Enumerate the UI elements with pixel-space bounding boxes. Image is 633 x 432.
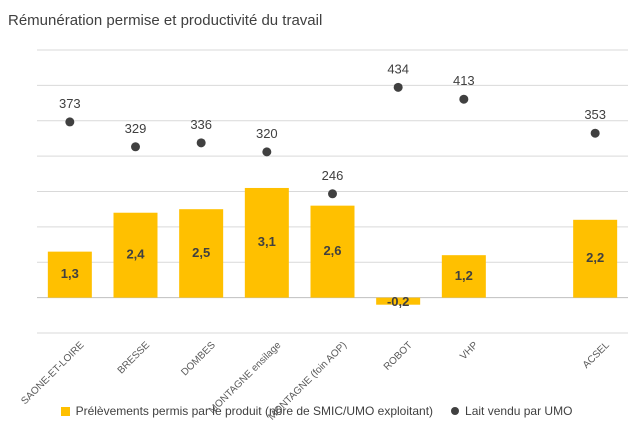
bar	[310, 205, 355, 298]
bar-data-label: 3,1	[258, 234, 276, 249]
category-tick-label: DOMBES	[179, 340, 218, 379]
bar-data-label: 2,2	[586, 250, 604, 265]
marker-data-label: 373	[59, 96, 81, 111]
marker-point	[328, 189, 337, 199]
bar	[441, 255, 486, 298]
legend-item-markers: Lait vendu par UMO	[451, 404, 572, 418]
bar-data-label: -0,2	[387, 294, 409, 309]
bar	[113, 212, 158, 298]
legend-bar-label: Prélèvements permis par le produit (nbre…	[75, 404, 434, 418]
marker-data-labels: 373 329 336 320 246 434 413 353	[59, 61, 606, 182]
bar	[179, 209, 224, 298]
bar-data-label: 2,4	[126, 247, 145, 262]
category-tick-label: ROBOT	[382, 340, 415, 373]
marker-point	[65, 117, 75, 127]
chart-title: Rémunération permise et productivité du …	[8, 12, 323, 29]
bar-data-labels: 1,3 2,4 2,5 3,1 2,6 -0,2 1,2 2,2	[61, 234, 604, 309]
legend-bar-swatch	[60, 406, 70, 416]
marker-point	[262, 147, 272, 157]
bar-series	[47, 187, 618, 305]
category-tick-label: SAONE-ET-LOIRE	[19, 340, 86, 407]
marker-data-label: 320	[256, 126, 278, 141]
legend-item-bars: Prélèvements permis par le produit (nbre…	[60, 404, 434, 418]
bar	[47, 251, 92, 298]
bar	[573, 219, 618, 298]
marker-data-label: 353	[584, 107, 606, 122]
bar-data-label: 2,6	[323, 243, 341, 258]
marker-point	[590, 128, 600, 138]
marker-point	[131, 142, 140, 152]
legend: Prélèvements permis par le produit (nbre…	[0, 400, 633, 422]
legend-marker-swatch	[451, 407, 460, 415]
bar-data-label: 1,2	[455, 268, 473, 283]
bar-data-label: 1,3	[61, 266, 79, 281]
legend-marker-label: Lait vendu par UMO	[465, 404, 573, 418]
category-tick-label: BRESSE	[116, 340, 153, 377]
marker-series	[65, 82, 600, 199]
marker-point	[459, 94, 469, 104]
marker-data-label: 434	[387, 61, 409, 76]
marker-data-label: 336	[190, 117, 212, 132]
marker-data-label: 246	[322, 168, 344, 183]
bar	[244, 187, 289, 298]
marker-data-label: 329	[125, 121, 147, 136]
bar	[376, 297, 421, 305]
category-tick-label: VHP	[458, 340, 481, 363]
category-tick-label: ACSEL	[581, 340, 612, 371]
bar-data-label: 2,5	[192, 245, 210, 260]
marker-point	[393, 82, 403, 92]
marker-data-label: 413	[453, 73, 475, 88]
marker-point	[196, 138, 206, 148]
